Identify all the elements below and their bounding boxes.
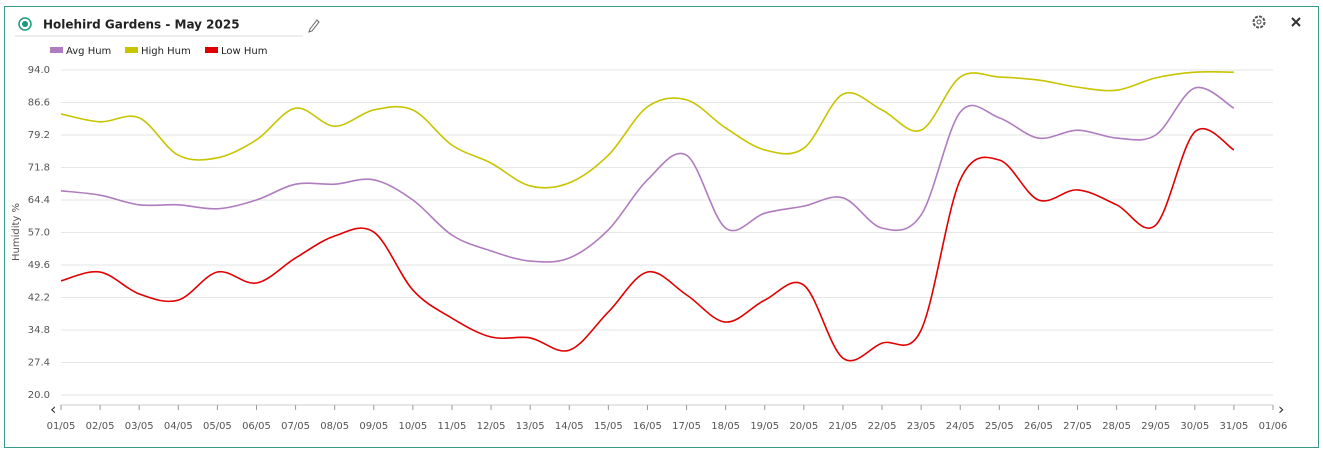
y-axis-label: Humidity % [11,203,22,261]
y-tick-label: 71.8 [28,163,50,174]
y-tick-label: 86.6 [28,98,50,109]
x-tick-label: 04/05 [164,421,193,432]
series-line [60,86,1235,263]
status-dot [22,21,28,27]
legend-label: Low Hum [221,46,267,57]
x-tick-label: 16/05 [633,421,662,432]
y-tick-label: 94.0 [28,65,50,76]
legend-label: High Hum [141,46,191,57]
y-tick-label: 20.0 [28,390,50,401]
x-tick-label: 18/05 [711,421,740,432]
x-tick-label: 02/05 [86,421,115,432]
y-tick-label: 42.2 [28,293,50,304]
y-tick-label: 57.0 [28,228,50,239]
legend-swatch [125,47,138,53]
y-tick-label: 64.4 [28,195,50,206]
status-icon [18,17,32,31]
x-tick-label: 03/05 [125,421,154,432]
panel-border [4,6,1319,448]
y-tick-label: 79.2 [28,130,50,141]
x-tick-label: 31/05 [1219,421,1248,432]
legend-swatch [205,47,218,53]
x-tick-label: 15/05 [594,421,623,432]
legend-swatch [50,47,63,53]
x-tick-label: 25/05 [985,421,1014,432]
y-tick-label: 49.6 [28,260,50,271]
x-tick-label: 22/05 [868,421,897,432]
x-tick-label: 27/05 [1063,421,1092,432]
x-tick-label: 12/05 [477,421,506,432]
y-tick-label: 27.4 [28,358,50,369]
x-tick-label: 29/05 [1141,421,1170,432]
x-tick-label: 06/05 [242,421,271,432]
series-line [60,70,1234,189]
x-tick-label: 01/05 [47,421,76,432]
series-line [60,128,1235,362]
scroll-left[interactable]: ‹ [50,400,56,419]
x-tick-label: 05/05 [203,421,232,432]
y-tick-label: 34.8 [28,325,50,336]
x-tick-label: 28/05 [1102,421,1131,432]
close-icon[interactable] [1291,17,1301,27]
chart-title: Holehird Gardens - May 2025 [43,18,240,32]
scroll-right[interactable]: › [1278,400,1284,419]
x-tick-label: 26/05 [1024,421,1053,432]
x-tick-label: 13/05 [516,421,545,432]
x-tick-label: 23/05 [907,421,936,432]
x-tick-label: 11/05 [438,421,467,432]
x-tick-label: 10/05 [398,421,427,432]
edit-icon[interactable] [308,19,320,33]
x-tick-label: 19/05 [750,421,779,432]
x-tick-label: 21/05 [829,421,858,432]
x-tick-label: 09/05 [359,421,388,432]
x-tick-label: 17/05 [672,421,701,432]
x-tick-label: 14/05 [555,421,584,432]
x-tick-label: 01/06 [1259,421,1288,432]
x-tick-label: 24/05 [946,421,975,432]
x-tick-label: 07/05 [281,421,310,432]
x-tick-label: 20/05 [789,421,818,432]
x-tick-label: 30/05 [1180,421,1209,432]
x-tick-label: 08/05 [320,421,349,432]
legend-label: Avg Hum [66,46,111,57]
settings-icon[interactable] [1252,15,1266,29]
